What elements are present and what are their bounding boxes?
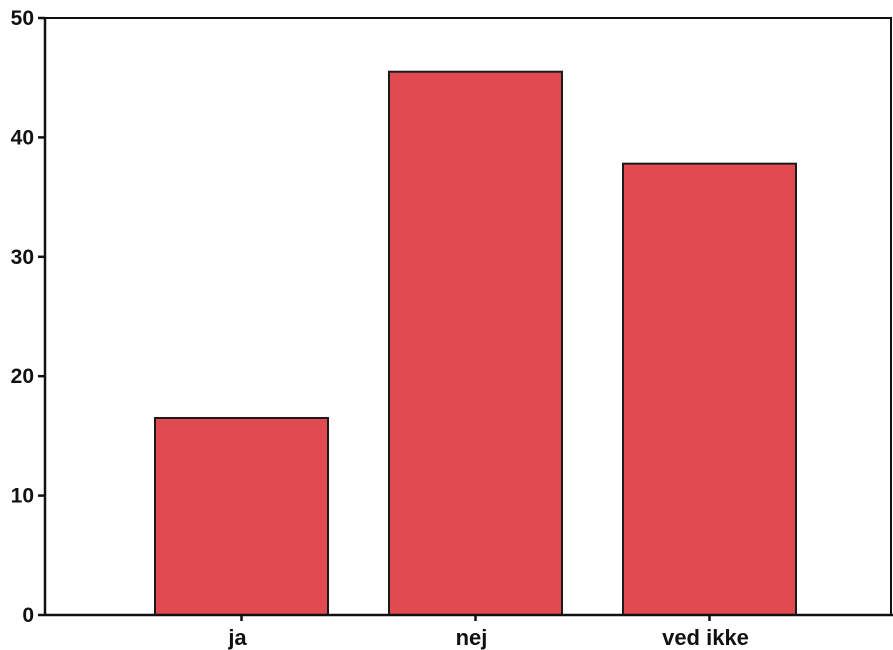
x-category-label: nej <box>456 625 488 650</box>
y-tick-label: 10 <box>11 485 34 508</box>
bar-ja <box>154 416 329 616</box>
axes <box>43 18 893 617</box>
y-tick-label: 30 <box>11 246 34 269</box>
plot-frame <box>45 17 892 615</box>
plot-frame-border <box>45 17 892 615</box>
y-tick-label: 50 <box>11 7 34 30</box>
x-axis-ticks: ja nej ved ikke <box>227 615 749 650</box>
y-tick-label: 40 <box>11 126 34 149</box>
bar-ved-ikke <box>622 162 797 616</box>
y-axis-ticks: 0 10 20 30 40 50 <box>11 7 45 627</box>
x-category-label: ved ikke <box>662 625 749 650</box>
y-tick-label: 20 <box>11 365 34 388</box>
bar-nej <box>388 70 563 617</box>
x-category-label: ja <box>227 625 247 650</box>
y-tick-label: 0 <box>22 604 34 627</box>
bars <box>154 70 797 617</box>
